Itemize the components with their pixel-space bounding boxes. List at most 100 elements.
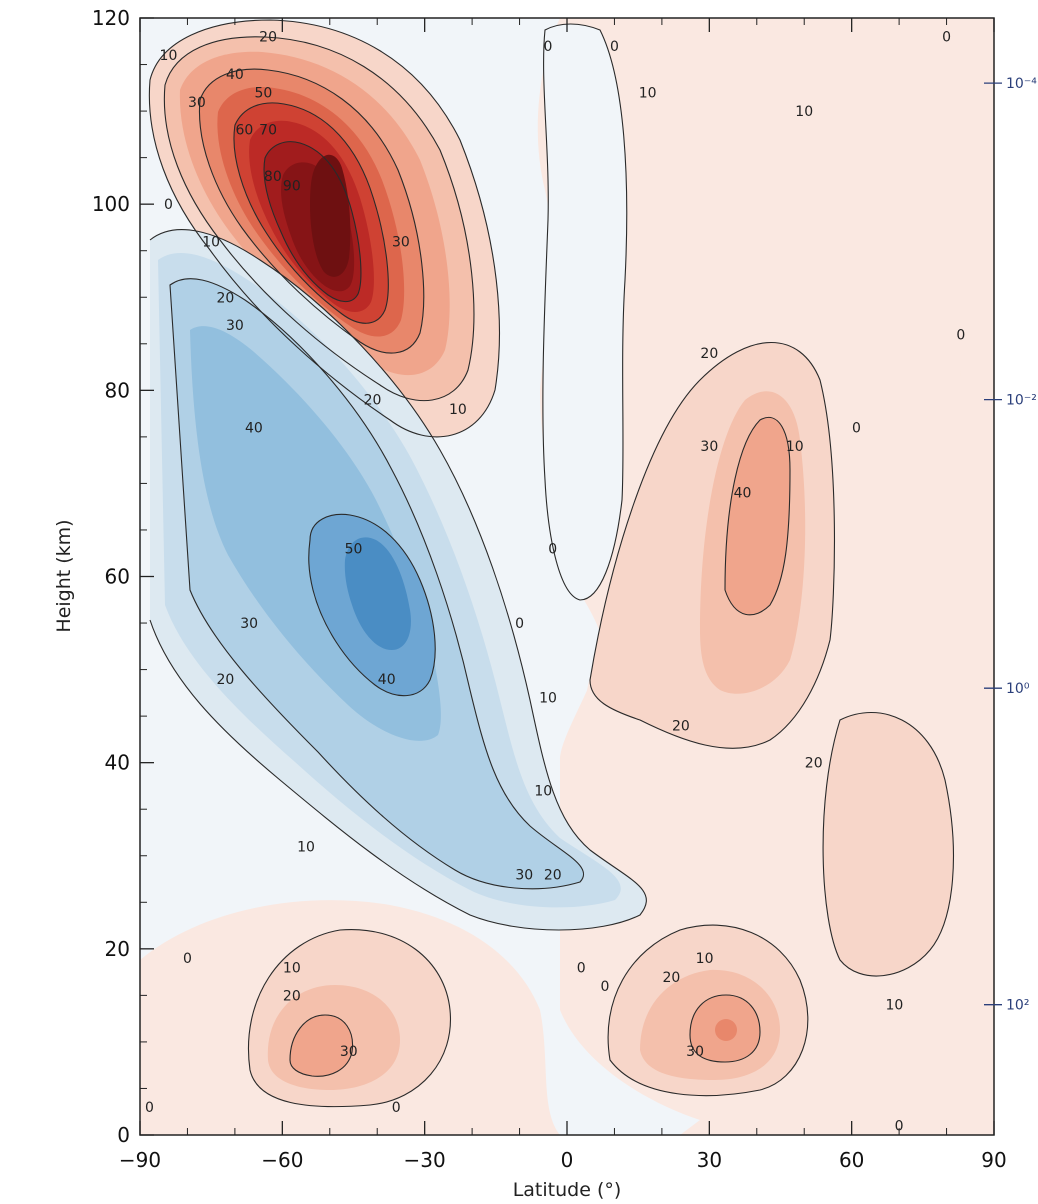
y-axis-title: Height (km) xyxy=(53,519,75,632)
y-tick-label-4: 80 xyxy=(105,378,130,402)
contour-label-44: 30 xyxy=(686,1044,704,1060)
contour-line-strop-10 xyxy=(248,928,452,1108)
contour-label-49: 0 xyxy=(183,951,192,967)
contour-label-16: 40 xyxy=(245,421,263,437)
contour-label-46: 10 xyxy=(283,960,301,976)
contour-label-17: 50 xyxy=(345,542,363,558)
positive-band-30-strop xyxy=(290,1015,353,1077)
contour-label-1: 20 xyxy=(259,30,277,46)
right-tick-label-2: 10⁰ xyxy=(1006,681,1030,697)
contour-label-19: 40 xyxy=(378,672,396,688)
contour-label-2: 30 xyxy=(188,95,206,111)
contour-label-51: 0 xyxy=(392,1100,401,1116)
x-tick-label-1: −60 xyxy=(261,1148,303,1172)
contour-line-south-upper-80 xyxy=(263,141,362,303)
contour-label-0: 10 xyxy=(160,48,178,64)
x-axis-title: Latitude (°) xyxy=(513,1179,622,1201)
contour-label-38: 0 xyxy=(956,327,965,343)
positive-band-30 xyxy=(725,417,790,615)
y-tick-label-1: 20 xyxy=(105,937,130,961)
contour-label-9: 30 xyxy=(392,234,410,250)
contour-label-25: 0 xyxy=(515,616,524,632)
contour-label-8: 90 xyxy=(283,179,301,195)
x-tick-label-4: 30 xyxy=(697,1148,722,1172)
contour-label-28: 0 xyxy=(544,39,553,55)
contour-label-5: 60 xyxy=(235,123,253,139)
contour-line-south-upper-60 xyxy=(233,102,389,324)
positive-band-40-ntrop xyxy=(715,1019,737,1041)
contour-label-24: 10 xyxy=(534,784,552,800)
contour-label-42: 10 xyxy=(696,951,714,967)
x-tick-label-0: −90 xyxy=(119,1148,161,1172)
contour-label-48: 30 xyxy=(340,1044,358,1060)
x-tick-label-5: 60 xyxy=(839,1148,864,1172)
contour-line-eq-zero xyxy=(542,23,628,601)
contour-line-strop-30 xyxy=(289,1014,354,1077)
contour-line-neg-10 xyxy=(149,229,647,931)
contour-label-15: 30 xyxy=(226,318,244,334)
contour-label-4: 50 xyxy=(254,85,272,101)
contour-label-21: 10 xyxy=(297,839,315,855)
contour-label-18: 30 xyxy=(240,616,258,632)
contour-label-50: 0 xyxy=(145,1100,154,1116)
y-tick-label-0: 0 xyxy=(117,1123,130,1147)
contour-label-37: 20 xyxy=(805,756,823,772)
contour-label-6: 70 xyxy=(259,123,277,139)
x-tick-label-6: 90 xyxy=(981,1148,1006,1172)
right-tick-label-1: 10⁻² xyxy=(1006,393,1037,409)
y-tick-label-2: 40 xyxy=(105,751,130,775)
x-axis: −90 −60 −30 0 30 60 90 xyxy=(119,18,1007,1172)
x-tick-label-3: 0 xyxy=(561,1148,574,1172)
contour-label-30: 10 xyxy=(639,85,657,101)
contour-line-neg-50 xyxy=(308,513,436,697)
y-tick-label-6: 120 xyxy=(92,6,130,30)
contour-line-north-meso-30 xyxy=(724,416,791,616)
contour-label-31: 10 xyxy=(795,104,813,120)
contour-label-33: 40 xyxy=(734,486,752,502)
contour-label-29: 0 xyxy=(610,39,619,55)
contour-label-27: 10 xyxy=(539,691,557,707)
y-tick-label-5: 100 xyxy=(92,192,130,216)
contour-label-32: 30 xyxy=(700,439,718,455)
right-tick-label-0: 10⁻⁴ xyxy=(1006,76,1037,92)
y-tick-label-3: 60 xyxy=(105,565,130,589)
positive-band-10-strat xyxy=(823,712,954,977)
contour-line-ntrop-10 xyxy=(607,924,809,1097)
contour-label-34: 10 xyxy=(786,439,804,455)
positive-band-100-sup xyxy=(310,154,351,277)
contour-label-53: 0 xyxy=(942,30,951,46)
contour-label-12: 0 xyxy=(164,197,173,213)
contour-label-23: 20 xyxy=(544,867,562,883)
right-axis: 10⁻⁴ 10⁻² 10⁰ 10² xyxy=(984,76,1037,1014)
contour-label-43: 20 xyxy=(662,970,680,986)
contour-label-45: 10 xyxy=(885,998,903,1014)
contour-label-26: 0 xyxy=(548,542,557,558)
contour-label-40: 0 xyxy=(577,960,586,976)
right-tick-label-3: 10² xyxy=(1006,998,1029,1014)
contour-label-39: 0 xyxy=(852,421,861,437)
contour-label-7: 80 xyxy=(264,169,282,185)
contour-line-south-upper-40 xyxy=(198,68,425,354)
y-axis: 0 20 40 60 80 100 120 xyxy=(92,6,154,1147)
contour-label-11: 10 xyxy=(449,402,467,418)
contour-line-ntrop-30 xyxy=(689,994,761,1063)
contour-line-neg-30 xyxy=(169,278,584,890)
contour-label-22: 30 xyxy=(515,867,533,883)
x-tick-label-2: −30 xyxy=(404,1148,446,1172)
contour-label-36: 20 xyxy=(672,718,690,734)
contour-label-13: 10 xyxy=(202,234,220,250)
contour-line-south-upper-20 xyxy=(163,36,475,402)
contour-label-10: 20 xyxy=(364,393,382,409)
contour-label-20: 20 xyxy=(216,672,234,688)
contour-line-north-meso-10 xyxy=(589,341,836,749)
contour-line-north-strat-10 xyxy=(822,711,954,977)
contour-label-47: 20 xyxy=(283,988,301,1004)
contour-label-41: 0 xyxy=(600,979,609,995)
contour-label-3: 40 xyxy=(226,67,244,83)
negative-band-eq xyxy=(542,24,627,600)
contour-label-35: 20 xyxy=(700,346,718,362)
contour-label-52: 0 xyxy=(895,1119,904,1135)
